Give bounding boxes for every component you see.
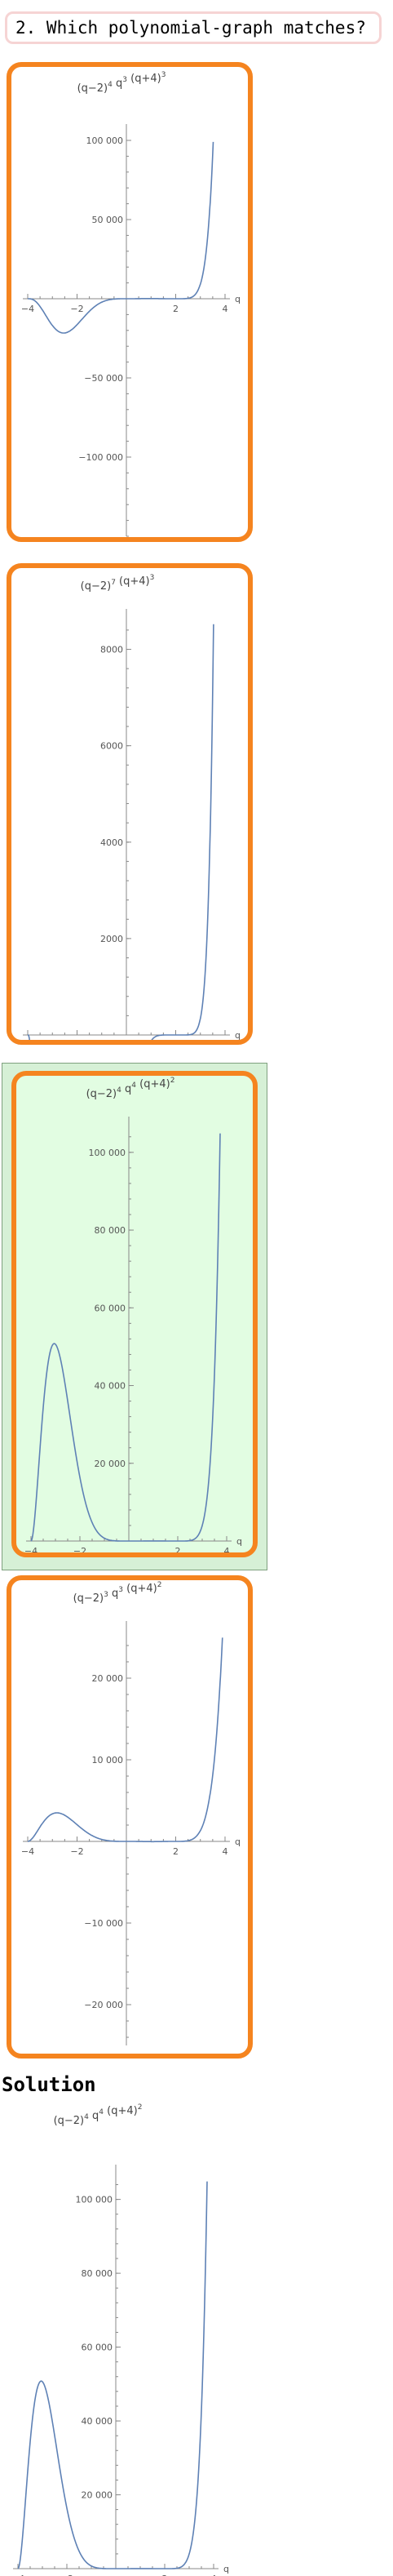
x-tick-label: 2 bbox=[173, 304, 179, 314]
y-tick-label: 10 000 bbox=[92, 1755, 124, 1765]
series-line bbox=[18, 2182, 207, 2569]
y-tick-label: 80 000 bbox=[95, 1225, 126, 1236]
y-tick-label: 80 000 bbox=[82, 2268, 113, 2279]
x-tick-label: −4 bbox=[21, 1846, 34, 1857]
x-tick-label: −2 bbox=[70, 304, 83, 314]
option-card-4[interactable]: (q−2)3 q3 (q+4)2 q 20 000 10 000 −10 000 −20 … bbox=[7, 1575, 253, 2059]
option-card-3[interactable]: (q−2)4 q4 (q+4)2 q 100 000 80 000 60 000 40 0… bbox=[11, 1071, 258, 1557]
plot-option-1: (q−2)4 q3 (q+4)3 q 100 000 50 000 −50 000 −10… bbox=[11, 67, 248, 537]
x-tick-label: −2 bbox=[70, 1846, 83, 1857]
y-tick-label: 20 000 bbox=[92, 1673, 124, 1684]
y-tick-label: 4000 bbox=[100, 837, 123, 848]
y-tick-label: 60 000 bbox=[82, 2343, 113, 2353]
chart-title: (q−2)3 q3 (q+4)2 bbox=[73, 1581, 162, 1605]
y-tick-label: 60 000 bbox=[95, 1303, 126, 1313]
solution-heading: Solution bbox=[2, 2073, 96, 2096]
x-tick-label: −2 bbox=[73, 1546, 86, 1552]
x-tick-label: 4 bbox=[224, 1546, 230, 1552]
y-tick-label: 100 000 bbox=[76, 2195, 113, 2205]
x-tick-label: 4 bbox=[223, 1846, 228, 1857]
y-tick-label: 50 000 bbox=[92, 215, 124, 225]
y-tick-label: −50 000 bbox=[84, 373, 123, 384]
x-tick-label: 2 bbox=[173, 1846, 179, 1857]
series-line bbox=[28, 624, 214, 1040]
x-tick-label: 4 bbox=[223, 304, 228, 314]
chart-title: (q−2)4 q4 (q+4)2 bbox=[86, 1077, 175, 1100]
x-axis-label: q bbox=[236, 1536, 242, 1547]
x-tick-label: −4 bbox=[24, 1546, 38, 1552]
y-tick-label: 100 000 bbox=[86, 135, 124, 146]
series-line bbox=[28, 1637, 223, 1841]
y-tick-label: 2000 bbox=[100, 934, 123, 944]
chart-title: (q−2)4 q4 (q+4)2 bbox=[54, 2103, 143, 2127]
y-tick-label: −20 000 bbox=[84, 2000, 123, 2010]
x-axis-label: q bbox=[235, 1837, 241, 1847]
x-tick-label: −4 bbox=[21, 304, 34, 314]
series-line bbox=[31, 1134, 220, 1541]
chart-title: (q−2)4 q3 (q+4)3 bbox=[77, 71, 166, 95]
plot-option-4: (q−2)3 q3 (q+4)2 q 20 000 10 000 −10 000 −20 … bbox=[11, 1580, 248, 2054]
x-axis-label: q bbox=[223, 2564, 229, 2574]
y-tick-label: 8000 bbox=[100, 645, 123, 655]
y-tick-label: 40 000 bbox=[82, 2416, 113, 2427]
y-tick-label: −100 000 bbox=[78, 452, 123, 463]
x-axis-label: q bbox=[235, 1030, 241, 1040]
y-tick-label: −10 000 bbox=[84, 1918, 123, 1929]
plot-option-3: (q−2)4 q4 (q+4)2 q 100 000 80 000 60 000 40 0… bbox=[16, 1076, 253, 1552]
y-tick-label: 40 000 bbox=[95, 1381, 126, 1392]
series-line bbox=[28, 142, 214, 333]
option-card-1[interactable]: (q−2)4 q3 (q+4)3 q 100 000 50 000 −50 000 −10… bbox=[7, 62, 253, 542]
question-box: 2. Which polynomial-graph matches? bbox=[5, 11, 382, 44]
y-tick-label: 100 000 bbox=[89, 1148, 126, 1158]
chart-title: (q−2)7 (q+4)3 bbox=[81, 574, 155, 593]
x-axis-label: q bbox=[235, 294, 241, 304]
solution-plot: (q−2)4 q4 (q+4)2 q 100 000 80 000 60 000 40 0… bbox=[0, 2099, 245, 2576]
y-tick-label: 20 000 bbox=[95, 1459, 126, 1469]
y-tick-label: 6000 bbox=[100, 741, 123, 752]
x-tick-label: 2 bbox=[175, 1546, 181, 1552]
plot-solution: (q−2)4 q4 (q+4)2 q 100 000 80 000 60 000 40 0… bbox=[0, 2099, 245, 2576]
y-tick-label: 20 000 bbox=[82, 2490, 113, 2501]
question-text: 2. Which polynomial-graph matches? bbox=[15, 18, 366, 38]
